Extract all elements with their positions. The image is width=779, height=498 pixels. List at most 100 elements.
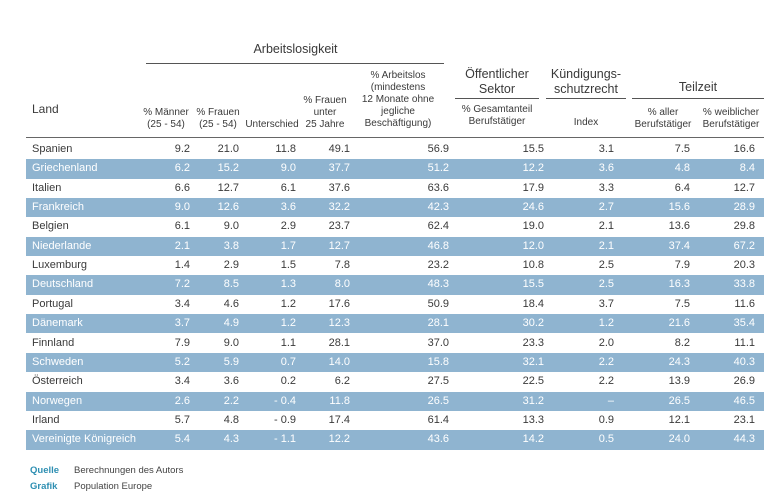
- cell-arbeitslos-lang: 37.0: [427, 336, 449, 349]
- cell-frauen: 3.8: [223, 239, 239, 252]
- cell-land: Norwegen: [32, 394, 83, 407]
- cell-land: Belgien: [32, 220, 69, 233]
- cell-aller: 7.9: [674, 259, 690, 272]
- header-line: % Arbeitslos: [370, 70, 426, 81]
- cell-maenner: 9.2: [174, 143, 190, 155]
- cell-gesamtanteil: 19.0: [522, 220, 544, 233]
- source-label: Quelle: [30, 465, 60, 476]
- graphic-line: Grafik Population Europe: [30, 481, 152, 492]
- cell-frauen-unter-25: 12.7: [328, 239, 350, 252]
- column-header-gesamtanteil: % Gesamtanteil Berufstätiger: [452, 104, 542, 128]
- cell-aller: 24.0: [668, 433, 690, 446]
- header-bottom-rule: [26, 137, 764, 138]
- cell-frauen: 2.9: [223, 259, 239, 272]
- cell-maenner: 6.6: [174, 181, 190, 194]
- cell-maenner: 6.1: [174, 220, 190, 233]
- cell-frauen: 8.5: [223, 278, 239, 291]
- cell-weiblicher: 46.5: [733, 394, 755, 407]
- cell-frauen-unter-25: 14.0: [328, 355, 350, 368]
- cell-frauen-unter-25: 11.8: [329, 394, 350, 407]
- header-line: unter: [313, 107, 337, 118]
- cell-arbeitslos-lang: 28.1: [427, 317, 449, 330]
- cell-arbeitslos-lang: 27.5: [427, 375, 449, 388]
- column-header-aller: % aller Berufstätiger: [628, 107, 698, 131]
- cell-weiblicher: 23.1: [733, 413, 755, 426]
- cell-index: 1.2: [598, 317, 614, 330]
- table-row: Italien 6.6 12.7 6.1 37.6 63.6 17.9 3.3 6.4 12.7: [26, 179, 764, 198]
- cell-unterschied: 1.2: [280, 297, 296, 310]
- cell-index: 3.3: [598, 181, 614, 194]
- cell-maenner: 7.2: [174, 278, 190, 291]
- column-header-frauen-unter-25: % Frauen unter 25 Jahre: [297, 95, 353, 131]
- table-row: Norwegen 2.6 2.2 - 0.4 11.8 26.5 31.2 – 26.5 46.5: [26, 391, 764, 411]
- cell-frauen-unter-25: 49.1: [328, 143, 350, 155]
- cell-unterschied: 1.5: [280, 259, 296, 272]
- cell-gesamtanteil: 22.5: [522, 375, 544, 388]
- cell-land: Frankreich: [32, 201, 84, 214]
- cell-land: Luxemburg: [32, 259, 88, 272]
- cell-maenner: 1.4: [174, 259, 190, 272]
- cell-gesamtanteil: 12.0: [522, 239, 544, 252]
- header-line: (25 - 54): [199, 119, 237, 130]
- cell-arbeitslos-lang: 61.4: [427, 413, 449, 426]
- header-line: Berufstätiger: [702, 119, 760, 130]
- source-value: Berechnungen des Autors: [74, 465, 184, 476]
- cell-unterschied: 1.1: [280, 336, 296, 349]
- cell-frauen-unter-25: 17.6: [328, 297, 350, 310]
- cell-frauen-unter-25: 37.7: [328, 162, 350, 175]
- group-rule-oeffentlich: [455, 98, 539, 99]
- graphic-label: Grafik: [30, 481, 58, 492]
- cell-index: 2.2: [598, 355, 614, 368]
- table-row: Schweden 5.2 5.9 0.7 14.0 15.8 32.1 2.2 24.3 40.3: [26, 352, 764, 373]
- cell-frauen-unter-25: 17.4: [328, 413, 350, 426]
- header-line: (25 - 54): [147, 119, 185, 130]
- cell-unterschied: - 0.4: [273, 394, 296, 407]
- cell-aller: 8.2: [674, 336, 690, 349]
- cell-land: Finnland: [32, 336, 75, 349]
- cell-frauen-unter-25: 28.1: [328, 336, 350, 349]
- cell-aller: 37.4: [668, 239, 690, 252]
- cell-frauen-unter-25: 7.8: [334, 259, 350, 272]
- cell-aller: 12.1: [668, 413, 690, 426]
- cell-weiblicher: 26.9: [733, 375, 755, 388]
- cell-index: 0.9: [598, 413, 614, 426]
- cell-maenner: 9.0: [174, 201, 190, 214]
- table-row: Portugal 3.4 4.6 1.2 17.6 50.9 18.4 3.7 7.5 11.6: [26, 295, 764, 314]
- cell-unterschied: 1.2: [280, 317, 296, 330]
- header-line: % Gesamtanteil: [461, 104, 533, 115]
- cell-unterschied: 9.0: [280, 162, 296, 175]
- group-header-line: Öffentlicher: [465, 67, 529, 81]
- cell-unterschied: 1.7: [280, 239, 296, 252]
- table-row: Griechenland 6.2 15.2 9.0 37.7 51.2 12.2 3.6 4.8…: [26, 159, 764, 179]
- header-line: Beschäftigung): [364, 118, 432, 129]
- cell-unterschied: 0.2: [280, 375, 296, 388]
- group-rule-teilzeit: [632, 98, 764, 99]
- cell-aller: 7.5: [674, 143, 690, 155]
- header-line: 25 Jahre: [305, 119, 345, 130]
- cell-aller: 7.5: [674, 297, 690, 310]
- cell-frauen: 4.8: [223, 413, 239, 426]
- cell-land: Italien: [32, 181, 62, 194]
- cell-weiblicher: 29.8: [733, 220, 755, 233]
- graphic-value: Population Europe: [74, 481, 153, 492]
- table-row: Niederlande 2.1 3.8 1.7 12.7 46.8 12.0 2.1 37.4 6…: [26, 236, 764, 257]
- cell-land: Niederlande: [32, 239, 92, 252]
- cell-unterschied: 6.1: [280, 181, 296, 194]
- cell-frauen: 2.2: [223, 394, 239, 407]
- cell-aller: 6.4: [674, 181, 690, 194]
- cell-frauen: 5.9: [223, 355, 239, 368]
- header-line: % Frauen: [196, 107, 240, 118]
- header-line: % Männer: [143, 107, 189, 118]
- group-header-kuendigungsschutz: Kündigungs- schutzrecht: [546, 67, 626, 97]
- table-row: Belgien 6.1 9.0 2.9 23.7 62.4 19.0 2.1 13.6 29.8: [26, 217, 764, 236]
- column-header-maenner: % Männer (25 - 54): [136, 107, 196, 131]
- group-header-line: schutzrecht: [554, 82, 618, 96]
- cell-maenner: 5.2: [174, 355, 190, 368]
- cell-index: 3.7: [598, 297, 614, 310]
- cell-gesamtanteil: 24.6: [522, 201, 544, 214]
- cell-arbeitslos-lang: 56.9: [427, 143, 449, 155]
- group-header-arbeitslosigkeit: Arbeitslosigkeit: [253, 42, 338, 56]
- cell-unterschied: 3.6: [280, 201, 296, 214]
- header-line: Berufstätiger: [468, 116, 526, 127]
- cell-maenner: 6.2: [174, 162, 190, 175]
